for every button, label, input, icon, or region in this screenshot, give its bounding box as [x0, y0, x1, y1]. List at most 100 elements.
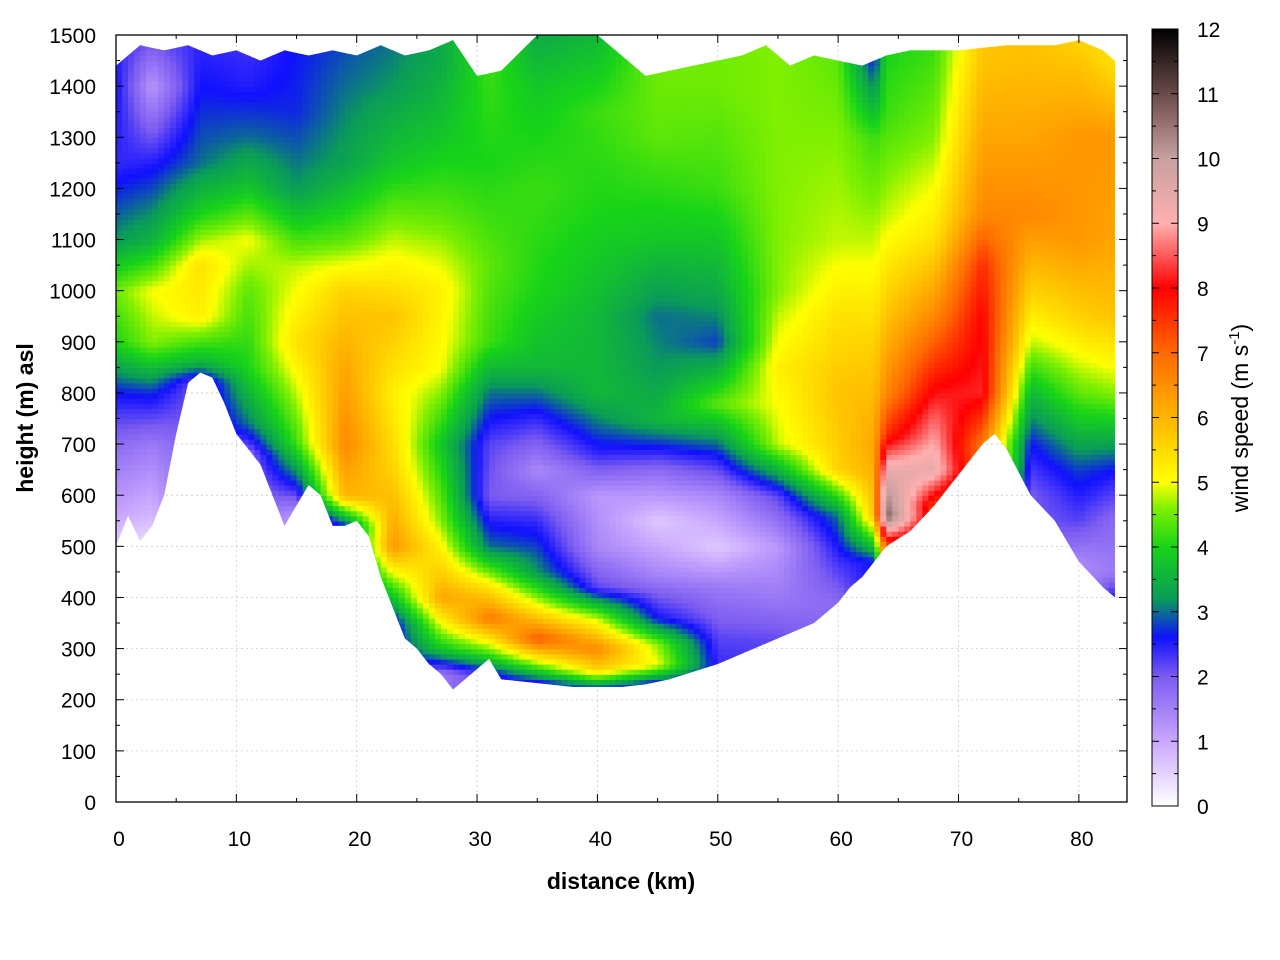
field-cell: [134, 121, 141, 128]
field-cell: [248, 362, 256, 369]
field-cell: [326, 633, 334, 640]
field-cell: [188, 300, 195, 307]
field-cell: [332, 587, 340, 594]
field-cell: [278, 121, 286, 128]
field-cell: [194, 285, 201, 292]
field-cell: [122, 510, 129, 517]
field-cell: [308, 484, 316, 491]
field-cell: [248, 295, 256, 302]
field-cell: [158, 183, 165, 190]
field-cell: [230, 300, 238, 307]
field-cell: [230, 193, 238, 200]
field-cell: [339, 690, 346, 696]
field-cell: [188, 612, 195, 619]
field-cell: [134, 628, 141, 634]
field-cell: [272, 602, 280, 609]
field-cell: [338, 602, 346, 609]
field-cell: [230, 91, 238, 98]
field-cell: [278, 326, 286, 333]
field-cell: [254, 653, 262, 660]
field-cell: [194, 127, 201, 133]
field-cell: [122, 208, 129, 215]
field-cell: [272, 173, 280, 179]
field-cell: [320, 607, 328, 614]
field-cell: [116, 101, 123, 108]
field-cell: [140, 208, 147, 215]
field-cell: [224, 316, 232, 323]
field-cell: [176, 617, 183, 624]
field-cell: [278, 454, 286, 461]
field-cell: [272, 106, 280, 113]
field-cell: [338, 469, 346, 476]
field-cell: [320, 623, 328, 629]
field-cell: [230, 50, 238, 57]
field-cell: [302, 530, 310, 537]
field-cell: [296, 91, 304, 98]
field-cell: [170, 663, 177, 670]
field-cell: [236, 188, 244, 195]
field-cell: [308, 300, 316, 307]
field-cell: [326, 219, 334, 225]
field-cell: [128, 81, 135, 87]
field-cell: [272, 295, 280, 302]
field-cell: [278, 433, 286, 440]
field-cell: [182, 254, 189, 261]
field-cell: [140, 331, 147, 338]
field-cell: [338, 55, 346, 62]
field-cell: [206, 398, 213, 404]
field-cell: [278, 193, 286, 200]
field-cell: [272, 587, 280, 594]
field-cell: [314, 341, 322, 348]
field-cell: [134, 173, 141, 179]
field-cell: [248, 265, 256, 271]
field-cell: [128, 571, 135, 578]
field-cell: [302, 111, 310, 118]
field-cell: [278, 224, 286, 231]
field-cell: [284, 198, 292, 205]
field-cell: [224, 551, 232, 558]
field-cell: [188, 321, 195, 328]
field-cell: [170, 127, 177, 133]
field-cell: [302, 341, 310, 348]
field-cell: [260, 582, 268, 588]
field-cell: [194, 321, 201, 328]
field-cell: [260, 398, 268, 404]
field-cell: [290, 275, 298, 282]
field-cell: [290, 300, 298, 307]
field-cell: [158, 684, 165, 690]
field-cell: [140, 663, 147, 670]
field-cell: [116, 674, 123, 680]
field-cell: [254, 70, 262, 77]
field-cell: [278, 515, 286, 522]
field-cell: [212, 183, 220, 190]
field-cell: [254, 224, 262, 231]
field-cell: [206, 628, 213, 634]
field-cell: [320, 290, 328, 297]
field-cell: [296, 495, 304, 502]
field-cell: [218, 510, 226, 517]
field-cell: [164, 449, 171, 455]
field-cell: [272, 270, 280, 277]
field-cell: [296, 663, 304, 670]
field-cell: [146, 392, 153, 399]
field-cell: [152, 398, 159, 404]
field-cell: [128, 346, 135, 353]
field-cell: [164, 536, 171, 542]
field-cell: [194, 203, 201, 210]
field-cell: [212, 500, 220, 507]
field-cell: [266, 530, 274, 537]
field-cell: [212, 244, 220, 251]
field-cell: [212, 152, 220, 159]
field-cell: [128, 612, 135, 619]
field-cell: [302, 249, 310, 256]
field-cell: [224, 208, 232, 215]
field-cell: [122, 536, 129, 542]
field-cell: [164, 474, 171, 481]
field-cell: [314, 398, 322, 404]
field-cell: [290, 162, 298, 169]
field-cell: [182, 648, 189, 655]
field-cell: [188, 449, 195, 455]
field-cell: [158, 577, 165, 583]
field-cell: [344, 638, 352, 645]
field-cell: [296, 132, 304, 138]
